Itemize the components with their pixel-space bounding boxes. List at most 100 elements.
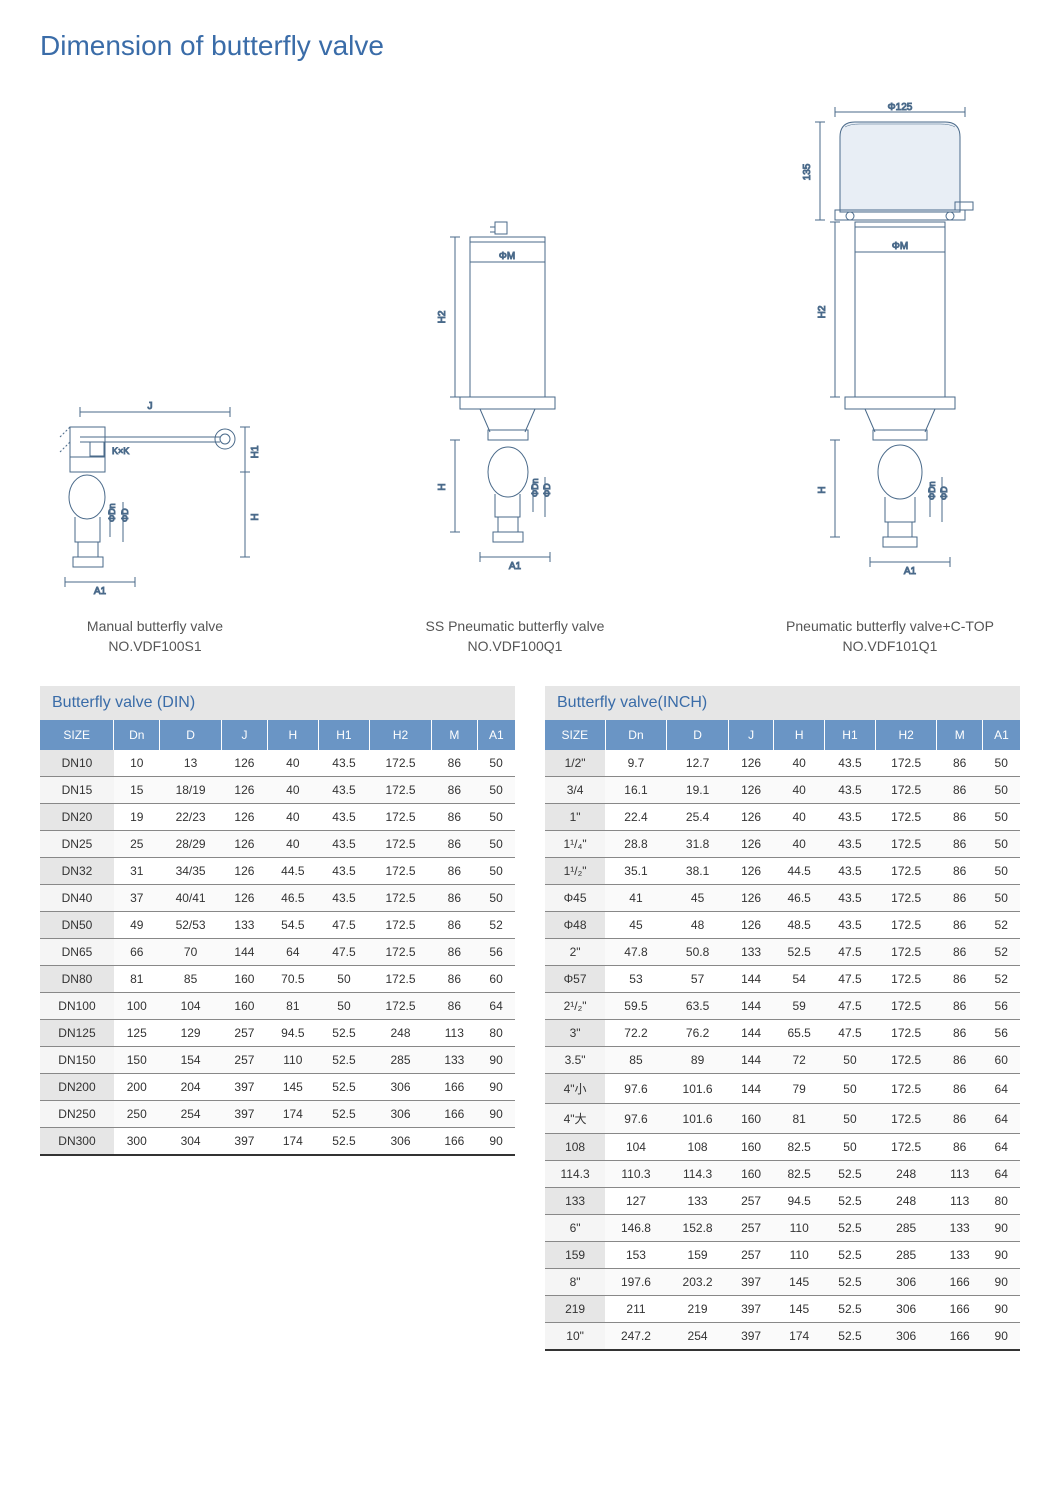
table-cell: 40/41	[160, 885, 222, 912]
label-D3: ΦD	[939, 486, 949, 500]
table-cell: 397	[222, 1128, 268, 1156]
table-cell: 35.1	[605, 858, 667, 885]
table-cell: 90	[477, 1074, 515, 1101]
table-row: Φ48454812648.543.5172.58652	[545, 912, 1020, 939]
table-cell: 144	[728, 1047, 773, 1074]
table-row: DN403740/4112646.543.5172.58650	[40, 885, 515, 912]
table-cell: 219	[545, 1296, 605, 1323]
table-inch: SIZEDnDJHH1H2MA1 1/2"9.712.71264043.5172…	[545, 720, 1020, 1351]
table-cell: 126	[222, 885, 268, 912]
diagram-ctop: Φ125 135 ΦM	[760, 102, 1020, 656]
table-cell: 40	[774, 804, 825, 831]
label-M2: ΦM	[499, 251, 515, 262]
table-cell: 90	[477, 1047, 515, 1074]
table-cell: 4"小	[545, 1074, 605, 1104]
table-cell: 12.7	[667, 750, 729, 777]
table-cell: 86	[431, 885, 477, 912]
table-cell: 174	[774, 1323, 825, 1351]
table-cell: 52.5	[825, 1215, 876, 1242]
table-cell: 43.5	[318, 831, 369, 858]
table-cell: 89	[667, 1047, 729, 1074]
table-cell: 104	[160, 993, 222, 1020]
table-cell: 397	[222, 1074, 268, 1101]
table-cell: 285	[370, 1047, 432, 1074]
table-cell: 86	[431, 750, 477, 777]
table-row: 2¹/₂"59.563.51445947.5172.58656	[545, 993, 1020, 1020]
table-cell: 41	[605, 885, 667, 912]
table-cell: 10	[114, 750, 160, 777]
table-cell: 25	[114, 831, 160, 858]
table-cell: 90	[477, 1128, 515, 1156]
table-cell: 113	[431, 1020, 477, 1047]
table-cell: 254	[667, 1323, 729, 1351]
table-cell: 52.5	[774, 939, 825, 966]
table-cell: 52.5	[318, 1020, 369, 1047]
table-cell: 90	[982, 1215, 1020, 1242]
table-row: 21921121939714552.530616690	[545, 1296, 1020, 1323]
table-cell: 6"	[545, 1215, 605, 1242]
table-cell: 82.5	[774, 1134, 825, 1161]
table-cell: Φ57	[545, 966, 605, 993]
table-cell: 50	[982, 858, 1020, 885]
table-cell: 172.5	[370, 750, 432, 777]
table-cell: 166	[937, 1296, 982, 1323]
table-row: Φ5753571445447.5172.58652	[545, 966, 1020, 993]
table-cell: 146.8	[605, 1215, 667, 1242]
table-cell: 50.8	[667, 939, 729, 966]
table-cell: 64	[982, 1161, 1020, 1188]
table-cell: 160	[222, 993, 268, 1020]
label-135: 135	[802, 163, 813, 180]
table-cell: 50	[477, 777, 515, 804]
table-row: DN80818516070.550172.58660	[40, 966, 515, 993]
table-cell: DN15	[40, 777, 114, 804]
col-header: J	[728, 720, 773, 750]
table-cell: 285	[875, 1242, 937, 1269]
table-row: DN1001001041608150172.58664	[40, 993, 515, 1020]
table-cell: 31.8	[667, 831, 729, 858]
table-cell: 47.8	[605, 939, 667, 966]
table-cell: 90	[982, 1269, 1020, 1296]
table-cell: 126	[222, 804, 268, 831]
table-cell: 160	[728, 1161, 773, 1188]
table-cell: 172.5	[875, 1074, 937, 1104]
table-cell: 86	[937, 777, 982, 804]
table-cell: 38.1	[667, 858, 729, 885]
table-cell: DN40	[40, 885, 114, 912]
label-H2-3: H2	[817, 305, 828, 318]
table-cell: 43.5	[825, 885, 876, 912]
table-cell: 257	[222, 1020, 268, 1047]
table-cell: 43.5	[318, 858, 369, 885]
table-cell: 85	[605, 1047, 667, 1074]
table-cell: 257	[728, 1188, 773, 1215]
table-cell: 160	[728, 1104, 773, 1134]
table-cell: 166	[431, 1074, 477, 1101]
col-header: D	[160, 720, 222, 750]
table-cell: 285	[875, 1215, 937, 1242]
table-row: DN151518/191264043.5172.58650	[40, 777, 515, 804]
col-header: M	[937, 720, 982, 750]
table-cell: DN80	[40, 966, 114, 993]
table-cell: 90	[982, 1242, 1020, 1269]
table-cell: 40	[774, 831, 825, 858]
table-cell: 52.5	[318, 1074, 369, 1101]
table-row: DN30030030439717452.530616690	[40, 1128, 515, 1156]
table-cell: 108	[545, 1134, 605, 1161]
table-cell: 52.5	[825, 1188, 876, 1215]
table-cell: 126	[222, 750, 268, 777]
table-cell: 248	[875, 1188, 937, 1215]
manual-valve-svg: J H1 K×K H ΦDn ΦD	[40, 342, 270, 602]
table-cell: 40	[267, 777, 318, 804]
table-cell: 172.5	[875, 1134, 937, 1161]
table-cell: 159	[545, 1242, 605, 1269]
table-row: 10810410816082.550172.58664	[545, 1134, 1020, 1161]
table-cell: 50	[982, 777, 1020, 804]
table-cell: 172.5	[875, 966, 937, 993]
table-cell: 34/35	[160, 858, 222, 885]
table-cell: 133	[667, 1188, 729, 1215]
table-cell: 100	[114, 993, 160, 1020]
table-cell: 28/29	[160, 831, 222, 858]
table-cell: 52.5	[825, 1296, 876, 1323]
table-cell: 3"	[545, 1020, 605, 1047]
table-cell: 172.5	[875, 1104, 937, 1134]
table-cell: 110	[267, 1047, 318, 1074]
